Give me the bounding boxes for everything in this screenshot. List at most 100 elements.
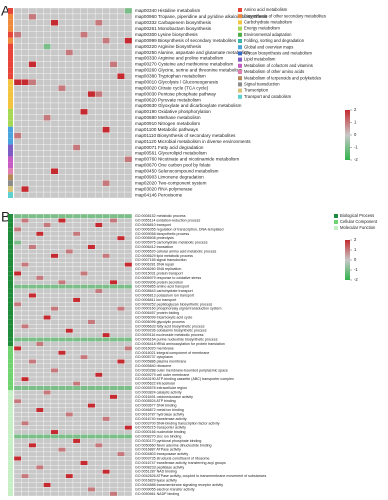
- cell: [117, 487, 125, 492]
- cell: [94, 180, 103, 187]
- row-label: GO:0008233 peptidase activity: [135, 465, 184, 469]
- cell: [102, 240, 111, 245]
- cell: [72, 328, 81, 334]
- row-label: map00620 Pyruvate metabolism: [135, 97, 201, 102]
- cell: [80, 180, 88, 187]
- cell: [28, 460, 37, 466]
- cell: [58, 456, 66, 461]
- row-group: [8, 37, 13, 44]
- row-label: map00680 Methane metabolism: [135, 115, 201, 120]
- cell: [94, 306, 103, 312]
- cell: [94, 412, 103, 417]
- cell: [28, 180, 37, 187]
- cell: [94, 67, 103, 74]
- cell: [94, 120, 103, 127]
- cell: [58, 332, 66, 338]
- cell: [21, 288, 29, 294]
- row-group: [8, 297, 13, 303]
- cell: [13, 61, 22, 68]
- cell: [21, 61, 29, 68]
- cell: [124, 240, 133, 245]
- cell: [94, 162, 103, 169]
- cell: [124, 67, 133, 74]
- cell: [43, 346, 52, 351]
- cell: [72, 346, 81, 351]
- cell: [43, 168, 52, 175]
- cell: [65, 257, 74, 263]
- cell: [109, 90, 118, 98]
- cell: [43, 240, 52, 245]
- row-group: [8, 394, 13, 400]
- legend-label: Lipid metabolism: [244, 57, 276, 62]
- cell: [117, 253, 125, 259]
- cell: [102, 293, 111, 298]
- cell: [87, 429, 96, 435]
- cell: [35, 108, 44, 116]
- cell: [109, 412, 118, 417]
- cell: [28, 429, 37, 435]
- cell: [117, 482, 125, 488]
- cell: [80, 253, 88, 259]
- cell: [35, 43, 44, 50]
- cell: [72, 465, 81, 470]
- cell: [117, 102, 125, 110]
- cell: [109, 262, 118, 268]
- cell: [65, 451, 74, 457]
- cell: [117, 279, 125, 285]
- cell: [58, 227, 66, 232]
- row-group: [8, 218, 13, 223]
- cell: [28, 61, 37, 68]
- cell: [117, 288, 125, 294]
- cell: [124, 465, 133, 470]
- cell: [21, 359, 29, 364]
- row-group: [8, 55, 13, 62]
- cell: [109, 213, 118, 219]
- cell: [117, 297, 125, 303]
- cell: [102, 156, 111, 163]
- cell: [117, 398, 125, 404]
- cell: [117, 120, 125, 127]
- cell: [109, 372, 118, 378]
- cell: [43, 460, 52, 466]
- cell: [65, 324, 74, 329]
- cell: [72, 90, 81, 98]
- cell: [102, 297, 111, 303]
- cell: [65, 315, 74, 320]
- cell: [72, 350, 81, 356]
- cell: [94, 85, 103, 92]
- cell: [65, 346, 74, 351]
- cell: [87, 174, 96, 181]
- cell: [109, 266, 118, 272]
- cell: [80, 185, 88, 193]
- cell: [80, 372, 88, 378]
- cell: [124, 138, 133, 145]
- cell: [94, 403, 103, 409]
- row-label: map00220 Arginine biosynthesis: [135, 44, 202, 49]
- legend-swatch: [238, 94, 242, 99]
- cell: [35, 240, 44, 245]
- row-label: GO:0005975 carbohydrate metabolic proces…: [135, 241, 208, 245]
- cell: [43, 262, 52, 268]
- row-group: [8, 412, 13, 417]
- cell: [80, 385, 88, 391]
- cell: [43, 102, 52, 110]
- cell: [72, 191, 81, 199]
- cell: [58, 114, 66, 121]
- cell: [28, 416, 37, 422]
- cell: [43, 31, 52, 38]
- cell: [80, 231, 88, 237]
- cell: [102, 102, 111, 110]
- cell: [117, 332, 125, 338]
- cell: [28, 37, 37, 44]
- cell: [21, 398, 29, 404]
- cell: [65, 460, 74, 466]
- cell: [102, 315, 111, 320]
- cell: [21, 372, 29, 378]
- cell: [13, 403, 22, 409]
- cell: [65, 341, 74, 347]
- cell: [13, 144, 22, 151]
- cell: [35, 438, 44, 444]
- cell: [124, 420, 133, 426]
- cell: [43, 403, 52, 409]
- cell: [35, 482, 44, 488]
